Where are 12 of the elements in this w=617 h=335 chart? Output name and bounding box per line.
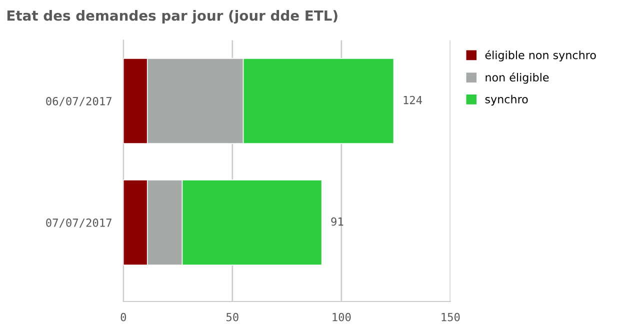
legend-label: non éligible (486, 72, 549, 84)
y-tick-label: 06/07/2017 (46, 96, 112, 106)
x-tick-label: 0 (120, 312, 126, 322)
chart-title: Etat des demandes par jour (jour dde ETL) (7, 10, 338, 24)
legend-label: éligible non synchro (485, 50, 596, 62)
total-label: 124 (404, 96, 422, 104)
x-tick-label: 50 (226, 312, 238, 322)
total-label: 91 (331, 217, 344, 226)
legend-label: synchro (485, 94, 528, 106)
x-tick-label: 100 (332, 312, 351, 322)
y-tick-label: 07/07/2017 (46, 218, 112, 228)
x-tick-label: 150 (442, 312, 460, 322)
